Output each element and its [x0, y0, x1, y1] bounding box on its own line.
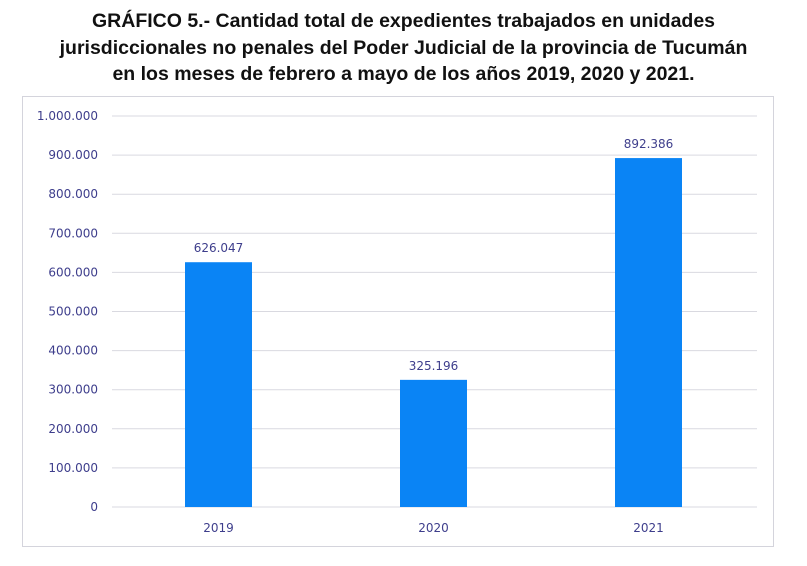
y-tick-label: 600.000: [48, 265, 98, 279]
chart-frame: [22, 96, 774, 547]
bar-2019: [185, 262, 252, 507]
y-tick-label: 1.000.000: [37, 109, 98, 123]
chart-title-line-2: jurisdiccionales no penales del Poder Ju…: [59, 36, 748, 59]
y-tick-label: 700.000: [48, 226, 98, 240]
x-tick-label: 2019: [203, 521, 234, 535]
y-tick-label: 0: [90, 500, 98, 514]
chart-title: GRÁFICO 5.- Cantidad total de expediente…: [0, 8, 807, 88]
bar-2020: [400, 379, 467, 507]
chart-title-line-3: en los meses de febrero a mayo de los añ…: [112, 63, 695, 85]
data-label: 325.196: [409, 359, 459, 373]
x-tick-label: 2020: [418, 521, 449, 535]
y-tick-label: 800.000: [48, 187, 98, 201]
y-tick-label: 200.000: [48, 422, 98, 436]
y-tick-label: 500.000: [48, 305, 98, 319]
data-label: 626.047: [194, 241, 244, 255]
x-tick-label: 2021: [633, 521, 664, 535]
chart-title-line-1: GRÁFICO 5.- Cantidad total de expediente…: [91, 10, 716, 32]
data-label: 892.386: [624, 137, 674, 151]
y-tick-label: 300.000: [48, 383, 98, 397]
bar-2021: [615, 158, 682, 507]
y-tick-label: 400.000: [48, 344, 98, 358]
y-tick-label: 100.000: [48, 461, 98, 475]
y-tick-label: 900.000: [48, 148, 98, 162]
